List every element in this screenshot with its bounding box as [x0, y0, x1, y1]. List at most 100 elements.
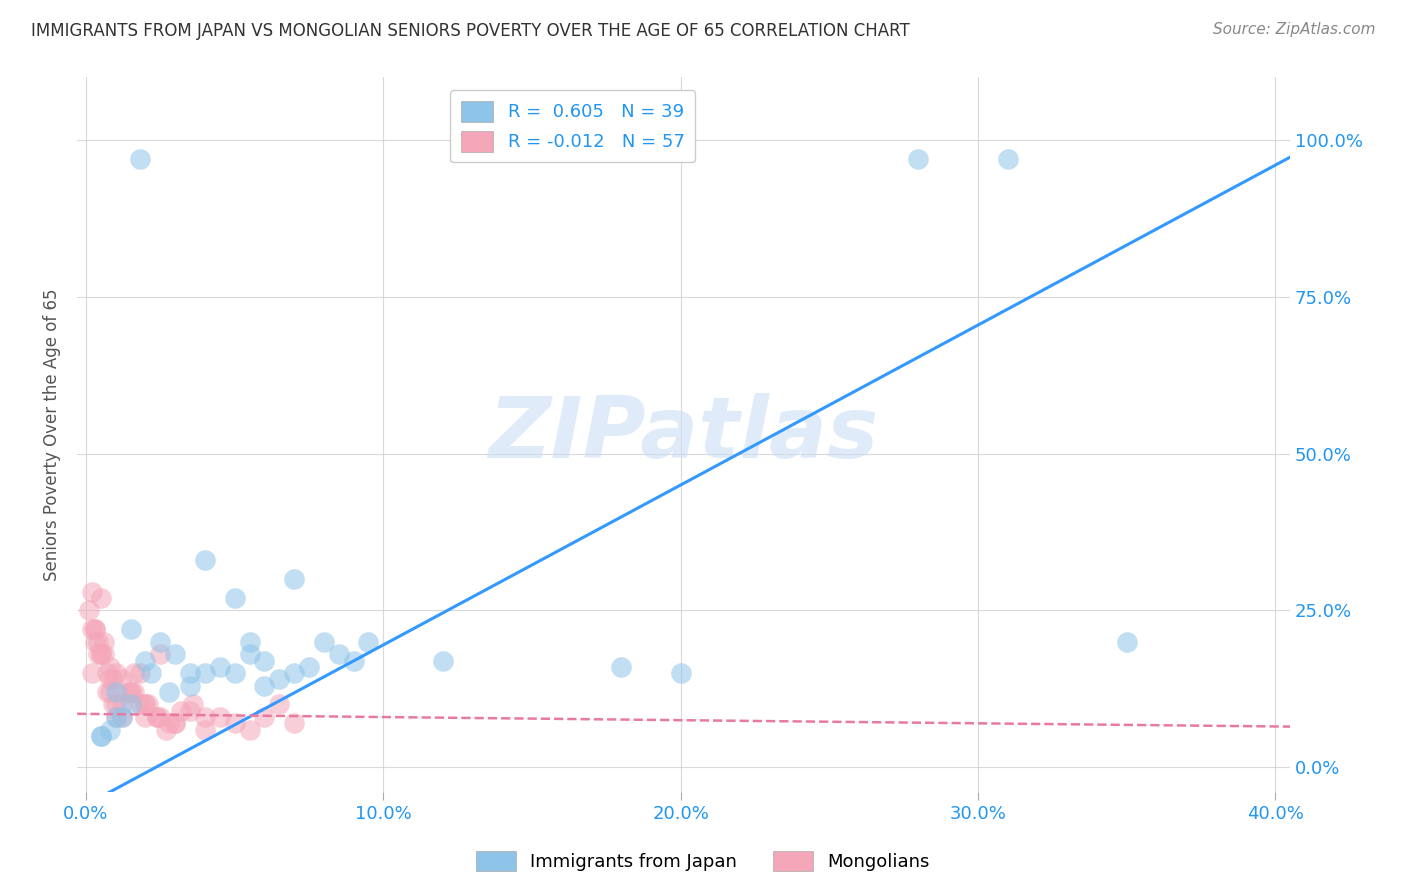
Point	[907, 152, 929, 166]
Point	[224, 591, 246, 605]
Point	[283, 572, 305, 586]
Point	[194, 553, 217, 567]
Point	[157, 716, 180, 731]
Point	[146, 710, 169, 724]
Point	[238, 648, 260, 662]
Point	[669, 666, 692, 681]
Legend: R =  0.605   N = 39, R = -0.012   N = 57: R = 0.605 N = 39, R = -0.012 N = 57	[450, 90, 696, 162]
Point	[98, 685, 121, 699]
Point	[208, 660, 231, 674]
Point	[96, 666, 118, 681]
Point	[134, 698, 156, 712]
Point	[181, 698, 204, 712]
Point	[170, 704, 193, 718]
Point	[101, 698, 124, 712]
Point	[134, 710, 156, 724]
Point	[149, 710, 172, 724]
Point	[128, 698, 150, 712]
Point	[179, 704, 201, 718]
Text: ZIPatlas: ZIPatlas	[488, 393, 879, 476]
Point	[312, 634, 335, 648]
Point	[328, 648, 350, 662]
Point	[997, 152, 1019, 166]
Point	[165, 716, 187, 731]
Point	[84, 622, 107, 636]
Point	[93, 634, 115, 648]
Point	[111, 710, 134, 724]
Point	[87, 648, 110, 662]
Point	[238, 634, 260, 648]
Point	[98, 660, 121, 674]
Point	[111, 698, 134, 712]
Point	[283, 666, 305, 681]
Point	[1115, 634, 1137, 648]
Point	[104, 710, 127, 724]
Point	[134, 654, 156, 668]
Point	[253, 654, 276, 668]
Point	[128, 152, 150, 166]
Point	[269, 698, 291, 712]
Point	[149, 634, 172, 648]
Point	[179, 679, 201, 693]
Point	[120, 622, 142, 636]
Point	[194, 710, 217, 724]
Point	[208, 710, 231, 724]
Point	[253, 679, 276, 693]
Point	[283, 716, 305, 731]
Point	[141, 666, 163, 681]
Point	[120, 685, 142, 699]
Point	[84, 622, 107, 636]
Point	[157, 685, 180, 699]
Point	[149, 648, 172, 662]
Point	[155, 723, 177, 737]
Point	[93, 648, 115, 662]
Point	[98, 673, 121, 687]
Point	[122, 666, 145, 681]
Point	[224, 666, 246, 681]
Point	[146, 710, 169, 724]
Point	[90, 648, 112, 662]
Point	[269, 673, 291, 687]
Point	[165, 716, 187, 731]
Y-axis label: Seniors Poverty Over the Age of 65: Seniors Poverty Over the Age of 65	[44, 289, 60, 581]
Point	[238, 723, 260, 737]
Point	[96, 685, 118, 699]
Point	[128, 666, 150, 681]
Point	[120, 685, 142, 699]
Point	[138, 698, 160, 712]
Point	[342, 654, 364, 668]
Point	[90, 591, 112, 605]
Point	[90, 729, 112, 743]
Point	[90, 729, 112, 743]
Point	[298, 660, 321, 674]
Point	[77, 603, 100, 617]
Point	[224, 716, 246, 731]
Point	[104, 710, 127, 724]
Point	[194, 723, 217, 737]
Point	[104, 698, 127, 712]
Point	[111, 710, 134, 724]
Point	[610, 660, 633, 674]
Point	[357, 634, 380, 648]
Point	[80, 666, 103, 681]
Point	[104, 666, 127, 681]
Point	[111, 673, 134, 687]
Point	[98, 723, 121, 737]
Text: Source: ZipAtlas.com: Source: ZipAtlas.com	[1212, 22, 1375, 37]
Point	[122, 685, 145, 699]
Point	[194, 666, 217, 681]
Point	[134, 698, 156, 712]
Point	[120, 698, 142, 712]
Point	[253, 710, 276, 724]
Point	[80, 622, 103, 636]
Point	[104, 685, 127, 699]
Point	[80, 584, 103, 599]
Point	[165, 648, 187, 662]
Point	[432, 654, 454, 668]
Point	[87, 634, 110, 648]
Point	[179, 666, 201, 681]
Legend: Immigrants from Japan, Mongolians: Immigrants from Japan, Mongolians	[470, 844, 936, 879]
Point	[101, 673, 124, 687]
Text: IMMIGRANTS FROM JAPAN VS MONGOLIAN SENIORS POVERTY OVER THE AGE OF 65 CORRELATIO: IMMIGRANTS FROM JAPAN VS MONGOLIAN SENIO…	[31, 22, 910, 40]
Point	[90, 648, 112, 662]
